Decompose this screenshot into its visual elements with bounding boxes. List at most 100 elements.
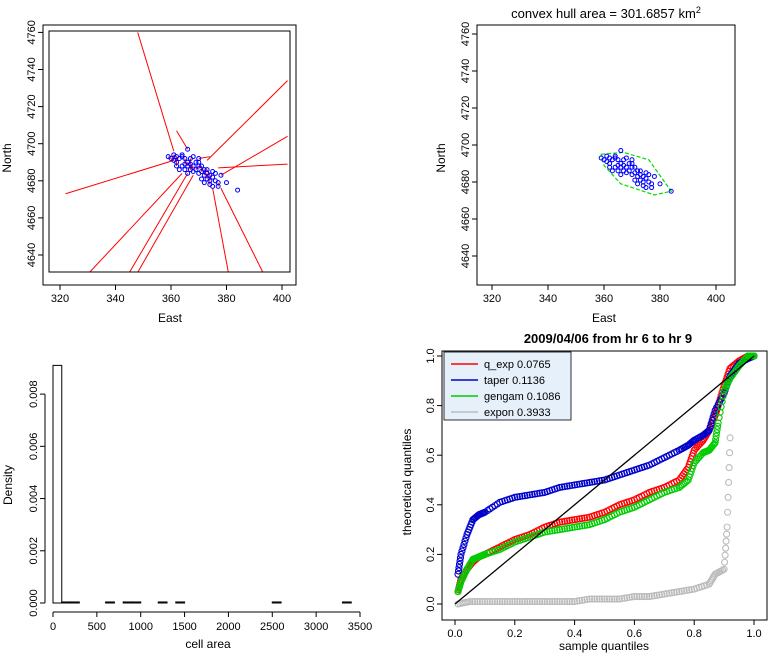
x-tick-label: 400 bbox=[273, 293, 291, 305]
histogram-bar bbox=[157, 601, 168, 604]
qq-point bbox=[548, 527, 556, 535]
qq-point bbox=[521, 597, 529, 606]
voronoi-edge bbox=[137, 32, 175, 152]
qq-point bbox=[571, 523, 579, 531]
hull-point bbox=[629, 161, 635, 166]
y-tick-label: 4760 bbox=[26, 20, 38, 44]
qq-point bbox=[598, 595, 606, 603]
x-tick-label: 3500 bbox=[348, 621, 372, 633]
voronoi-point bbox=[218, 172, 224, 178]
histogram-panel: 0 500 1000 1500 2000 2500 3000 3500 0.0000.0020… bbox=[1, 364, 372, 651]
y-tick-label: 4680 bbox=[460, 170, 472, 194]
hull-point bbox=[643, 175, 649, 181]
voronoi-plot-frame bbox=[48, 30, 291, 273]
qq-point bbox=[458, 547, 466, 555]
qq-point bbox=[713, 429, 721, 437]
qq-point bbox=[561, 517, 569, 525]
x-tick-label: 3000 bbox=[304, 621, 328, 633]
qq-point bbox=[551, 597, 559, 606]
qq-point bbox=[571, 597, 579, 606]
qq-legend: q_exp 0.0765 taper 0.1136 gengam 0.1086 exp… bbox=[443, 351, 572, 421]
qq-point bbox=[583, 521, 591, 529]
qq-point bbox=[665, 589, 673, 597]
x-tick-label: 0.8 bbox=[687, 628, 702, 640]
y-tick-label: 4740 bbox=[26, 57, 38, 81]
hull-x-ticks: 320 340 360 380 400 bbox=[483, 284, 725, 305]
hull-point bbox=[657, 181, 663, 187]
x-tick-label: 0.2 bbox=[507, 628, 522, 640]
voronoi-point bbox=[210, 183, 216, 189]
hull-point bbox=[626, 168, 632, 174]
qq-point bbox=[563, 482, 571, 490]
qq-panel: 2009/04/06 from hr 6 to hr 9 0.0 0.2 0.4 0.… bbox=[400, 331, 768, 653]
voronoi-point bbox=[212, 170, 218, 176]
qq-point bbox=[712, 435, 720, 444]
qq-point bbox=[531, 490, 539, 498]
qq-series bbox=[454, 434, 734, 608]
hull-point bbox=[612, 153, 618, 159]
qq-point bbox=[723, 530, 731, 538]
qq-point bbox=[491, 597, 499, 606]
voronoi-edge bbox=[218, 163, 288, 169]
y-tick-label: 0.6 bbox=[425, 448, 437, 463]
qq-point bbox=[573, 597, 581, 605]
qq-point bbox=[533, 490, 541, 498]
qq-point bbox=[466, 597, 474, 606]
hull-point bbox=[618, 148, 624, 154]
qq-point bbox=[610, 595, 619, 603]
qq-point bbox=[638, 593, 646, 601]
qq-point bbox=[722, 537, 730, 545]
y-tick-label: 4640 bbox=[460, 244, 472, 268]
voronoi-point bbox=[201, 180, 207, 186]
qq-point bbox=[633, 593, 641, 601]
qq-point bbox=[571, 516, 579, 524]
qq-point bbox=[558, 483, 566, 491]
qq-point bbox=[511, 597, 519, 606]
qq-point bbox=[620, 594, 628, 602]
qq-point bbox=[531, 597, 539, 606]
qq-point bbox=[710, 440, 718, 448]
qq-point bbox=[513, 493, 521, 501]
histogram-y-ticks: 0.000 0.002 0.004 0.006 0.008 bbox=[28, 380, 46, 617]
x-tick-label: 380 bbox=[651, 293, 669, 305]
hull-plot-area bbox=[598, 148, 674, 196]
hull-point bbox=[615, 157, 621, 163]
qq-point bbox=[563, 524, 571, 532]
convex-hull bbox=[600, 151, 673, 196]
qq-point bbox=[558, 597, 566, 606]
qq-point bbox=[553, 597, 561, 606]
qq-point bbox=[650, 592, 658, 600]
qq-point bbox=[593, 477, 601, 485]
qq-point bbox=[473, 597, 481, 606]
qq-point bbox=[548, 597, 556, 606]
qq-point bbox=[568, 516, 576, 524]
voronoi-edge bbox=[206, 80, 288, 161]
qq-point bbox=[605, 595, 614, 603]
qq-point bbox=[713, 426, 721, 434]
voronoi-point bbox=[199, 163, 205, 169]
qq-point bbox=[578, 480, 586, 488]
qq-y-ticks: 0.0 0.2 0.4 0.6 0.8 1.0 bbox=[425, 348, 443, 612]
qq-point bbox=[673, 588, 681, 596]
y-tick-label: 0.004 bbox=[28, 485, 40, 513]
qq-point bbox=[454, 567, 463, 575]
qq-point bbox=[501, 597, 509, 606]
qq-point bbox=[508, 597, 516, 606]
y-tick-label: 0.006 bbox=[28, 433, 40, 461]
hull-point bbox=[646, 172, 652, 178]
y-tick-label: 4720 bbox=[26, 94, 38, 118]
histogram-bar bbox=[131, 601, 142, 604]
qq-point bbox=[521, 492, 529, 500]
histogram-bar bbox=[52, 364, 63, 604]
qq-point bbox=[583, 479, 591, 487]
histogram-bar bbox=[70, 601, 80, 604]
qq-point bbox=[538, 597, 546, 606]
histogram-bar bbox=[175, 601, 186, 604]
y-tick-label: 0.002 bbox=[28, 537, 40, 565]
qq-point bbox=[724, 508, 732, 516]
voronoi-point bbox=[179, 152, 185, 158]
qq-point bbox=[588, 478, 596, 486]
qq-x-label: sample quantiles bbox=[559, 639, 649, 653]
qq-point bbox=[536, 597, 544, 606]
qq-point bbox=[561, 525, 569, 533]
